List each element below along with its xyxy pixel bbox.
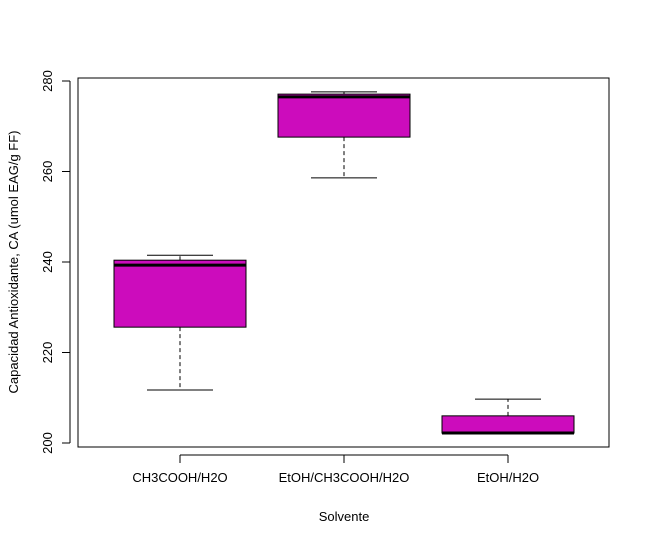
y-tick-label: 200 (40, 432, 55, 454)
box-2 (441, 398, 575, 435)
y-tick-label: 280 (40, 70, 55, 92)
x-tick-label: EtOH/CH3COOH/H2O (279, 470, 410, 485)
y-tick-label: 240 (40, 251, 55, 273)
boxes (113, 91, 575, 435)
x-axis: CH3COOH/H2O EtOH/CH3COOH/H2O EtOH/H2O (132, 454, 539, 485)
y-tick-label: 260 (40, 161, 55, 183)
box-iqr (441, 415, 575, 434)
y-tick-label: 220 (40, 342, 55, 364)
x-axis-label: Solvente (319, 509, 370, 524)
x-tick-label: CH3COOH/H2O (132, 470, 227, 485)
plot-frame (77, 77, 610, 448)
y-axis-label: Capacidad Antioxidante, CA (umol EAG/g F… (6, 130, 21, 393)
box-iqr (277, 93, 411, 138)
box-iqr (113, 259, 247, 328)
box-0 (113, 254, 247, 391)
y-axis: 200 220 240 260 280 (40, 70, 71, 454)
x-tick-label: EtOH/H2O (477, 470, 539, 485)
box-1 (277, 91, 411, 179)
